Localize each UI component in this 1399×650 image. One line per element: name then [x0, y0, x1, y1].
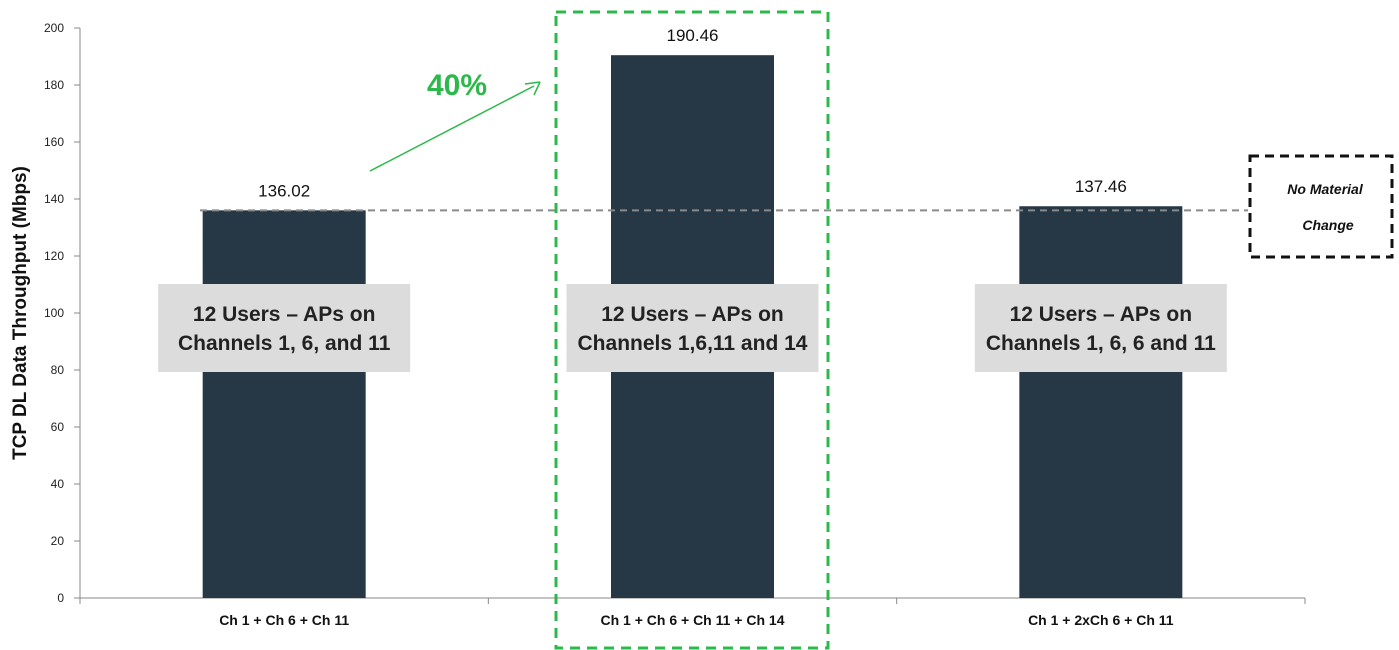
- y-tick-label: 160: [44, 135, 64, 149]
- y-tick-label: 180: [44, 78, 64, 92]
- bar-annotation-line: 12 Users – APs on: [1010, 303, 1192, 326]
- bar-annotation-line: Channels 1,6,11 and 14: [578, 332, 808, 355]
- increase-arrow-line: [369, 85, 535, 172]
- x-category-label: Ch 1 + Ch 6 + Ch 11: [219, 612, 349, 628]
- x-category-label: Ch 1 + Ch 6 + Ch 11 + Ch 14: [600, 612, 784, 628]
- bar-value-label: 136.02: [258, 181, 310, 200]
- bar-value-label: 190.46: [667, 26, 719, 45]
- y-tick-label: 60: [51, 420, 65, 434]
- y-tick-label: 200: [44, 21, 64, 35]
- y-tick-label: 40: [51, 477, 65, 491]
- bar-annotation-line: 12 Users – APs on: [601, 303, 783, 326]
- note-line: Change: [1302, 217, 1354, 233]
- bar-annotation-line: 12 Users – APs on: [193, 303, 375, 326]
- note-line: No Material: [1287, 181, 1364, 197]
- increase-percent-label: 40%: [427, 69, 487, 102]
- x-category-label: Ch 1 + 2xCh 6 + Ch 11: [1028, 612, 1174, 628]
- note-box: [1248, 154, 1394, 259]
- bar-annotation-box: [566, 284, 819, 372]
- y-tick-label: 80: [51, 363, 65, 377]
- y-tick-label: 140: [44, 192, 64, 206]
- bar-annotation-line: Channels 1, 6, and 11: [178, 332, 391, 355]
- bar-annotation-line: Channels 1, 6, 6 and 11: [986, 332, 1216, 355]
- bar-annotation-box: [974, 284, 1227, 372]
- bar-annotation-box: [158, 284, 411, 372]
- y-tick-label: 0: [57, 591, 64, 605]
- bar: [202, 210, 366, 598]
- highlight-frame: [554, 10, 830, 650]
- y-tick-label: 20: [51, 534, 65, 548]
- y-tick-label: 100: [44, 306, 64, 320]
- bar-value-label: 137.46: [1075, 177, 1127, 196]
- increase-arrow-head: [524, 81, 541, 96]
- y-axis-title: TCP DL Data Throughput (Mbps): [10, 166, 31, 460]
- bar: [1019, 206, 1183, 598]
- y-tick-label: 120: [44, 249, 64, 263]
